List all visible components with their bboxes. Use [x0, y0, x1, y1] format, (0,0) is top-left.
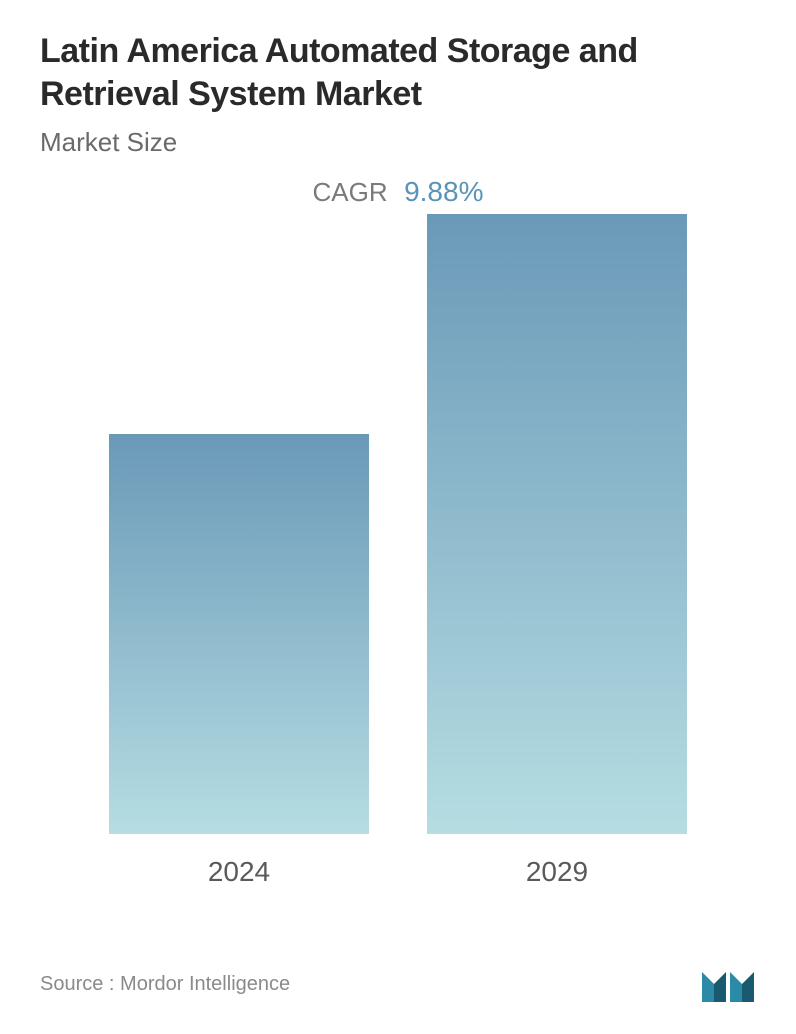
- source-text: Source : Mordor Intelligence: [40, 973, 290, 996]
- footer: Source : Mordor Intelligence: [40, 954, 756, 1004]
- bar-group-2029: 2029: [417, 214, 697, 888]
- chart-container: Latin America Automated Storage and Retr…: [0, 0, 796, 1034]
- bar-group-2024: 2024: [99, 434, 379, 888]
- cagr-label: CAGR: [313, 177, 388, 207]
- bar-label-2024: 2024: [208, 856, 270, 888]
- bar-2024: [109, 434, 369, 834]
- bar-label-2029: 2029: [526, 856, 588, 888]
- cagr-value: 9.88%: [404, 176, 483, 207]
- bars-container: 2024 2029: [40, 248, 756, 888]
- chart-subtitle: Market Size: [40, 127, 756, 158]
- bar-2029: [427, 214, 687, 834]
- chart-area: 2024 2029: [40, 248, 756, 924]
- logo-icon: [700, 964, 756, 1004]
- cagr-row: CAGR 9.88%: [40, 176, 756, 208]
- chart-title: Latin America Automated Storage and Retr…: [40, 30, 756, 115]
